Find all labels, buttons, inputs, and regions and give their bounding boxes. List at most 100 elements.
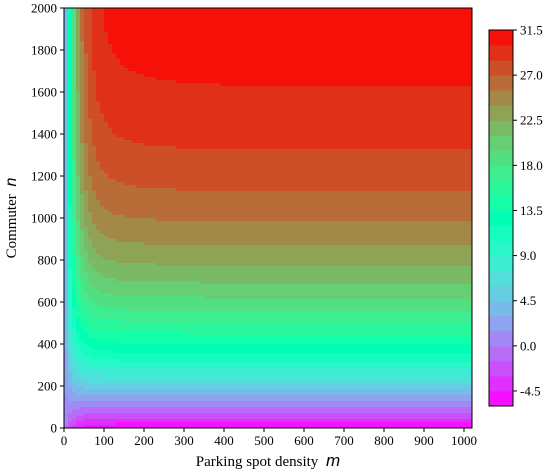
contour-cell-655 (64, 251, 69, 255)
contour-cell-316 (68, 122, 73, 126)
contour-cell-87 (108, 38, 472, 42)
contour-cell-868 (120, 341, 472, 345)
contour-cell-456 (76, 173, 81, 177)
contour-cell-360 (84, 137, 93, 141)
contour-cell-741 (80, 284, 85, 288)
contour-cell-103 (112, 44, 472, 48)
contour-cell-536 (80, 203, 85, 207)
contour-cell-130 (68, 56, 73, 60)
contour-cell-402 (84, 152, 89, 156)
contour-cell-908 (64, 365, 69, 369)
y-tick-label-800: 800 (38, 253, 58, 268)
contour-cell-408 (76, 155, 81, 159)
contour-cell-482 (84, 182, 93, 186)
contour-cell-884 (76, 350, 85, 354)
contour-cell-455 (72, 173, 77, 177)
contour-cell-270 (76, 104, 81, 108)
contour-cell-184 (68, 74, 73, 78)
contour-cell-189 (88, 74, 97, 78)
contour-cell-933 (72, 380, 89, 384)
contour-cell-114 (72, 50, 77, 54)
contour-cell-727 (88, 278, 117, 282)
contour-cell-340 (68, 131, 73, 135)
contour-cell-345 (92, 131, 113, 135)
contour-cell-900 (76, 359, 81, 363)
contour-cell-666 (80, 254, 89, 258)
contour-cell-190 (96, 74, 145, 78)
contour-cell-425 (80, 161, 85, 165)
contour-cell-855 (80, 335, 89, 339)
contour-cell-353 (92, 134, 117, 138)
contour-cell-30 (92, 17, 105, 21)
contour-cell-54 (92, 26, 105, 30)
contour-cell-318 (76, 122, 81, 126)
contour-cell-17 (68, 14, 73, 18)
contour-cell-833 (68, 326, 73, 330)
contour-cell-173 (128, 68, 472, 72)
contour-cell-649 (68, 248, 73, 252)
contour-cell-924 (72, 374, 77, 378)
x-tick-label-900: 900 (414, 433, 434, 448)
contour-cell-445 (64, 170, 69, 174)
contour-cell-331 (64, 128, 69, 132)
colorbar-band-10 (489, 240, 513, 257)
contour-cell-27 (76, 17, 81, 21)
colorbar-band-17 (489, 135, 513, 151)
contour-cell-250 (96, 95, 472, 99)
contour-cell-772 (64, 299, 69, 303)
contour-cell-19 (76, 14, 81, 18)
contour-cell-503 (72, 191, 77, 195)
contour-cell-195 (76, 77, 81, 81)
contour-cell-91 (76, 41, 81, 45)
contour-cell-53 (84, 26, 93, 30)
contour-cell-6 (92, 8, 105, 12)
contour-cell-185 (72, 74, 77, 78)
contour-cell-704 (80, 269, 85, 273)
contour-cell-500 (176, 188, 472, 192)
contour-cell-928 (68, 377, 73, 381)
contour-cell-168 (76, 68, 81, 72)
contour-cell-387 (96, 146, 177, 150)
contour-cell-718 (80, 275, 89, 279)
contour-cell-844 (64, 332, 69, 336)
contour-cell-7 (104, 8, 472, 12)
contour-cell-857 (64, 338, 69, 342)
contour-cell-134 (84, 56, 89, 60)
contour-cell-724 (76, 278, 81, 282)
contour-cell-47 (104, 23, 472, 27)
contour-cell-642 (68, 245, 73, 249)
contour-cell-100 (80, 44, 85, 48)
contour-cell-650 (72, 248, 77, 252)
y-tick-label-1800: 1800 (31, 43, 57, 58)
colorbar-tick-label-5: 9.0 (520, 248, 536, 263)
contour-cell-70 (92, 32, 109, 36)
contour-cell-557 (68, 212, 73, 216)
contour-cell-347 (64, 134, 69, 138)
contour-cell-211 (68, 83, 73, 87)
contour-cell-29 (84, 17, 93, 21)
contour-cell-300 (68, 116, 73, 120)
contour-cell-224 (84, 86, 89, 90)
contour-cell-475 (92, 179, 117, 183)
contour-cell-943 (64, 392, 77, 396)
contour-cell-731 (72, 281, 77, 285)
contour-cell-556 (64, 212, 69, 216)
contour-cell-327 (80, 125, 85, 129)
contour-cell-846 (72, 332, 77, 336)
contour-cell-736 (200, 281, 472, 285)
contour-cell-515 (96, 194, 472, 198)
contour-cell-296 (84, 113, 89, 117)
contour-cell-585 (84, 221, 93, 225)
y-tick-label-600: 600 (38, 295, 58, 310)
contour-cell-441 (80, 167, 85, 171)
x-tick-label-400: 400 (214, 433, 234, 448)
contour-cell-261 (72, 101, 77, 105)
contour-cell-769 (80, 296, 89, 300)
contour-cell-262 (76, 101, 81, 105)
contour-cell-108 (80, 47, 85, 51)
colorbar-band-16 (489, 150, 513, 166)
contour-cell-73 (68, 35, 73, 39)
contour-cell-10 (72, 11, 77, 15)
contour-cell-664 (72, 254, 77, 258)
contour-cell-804 (80, 311, 93, 315)
